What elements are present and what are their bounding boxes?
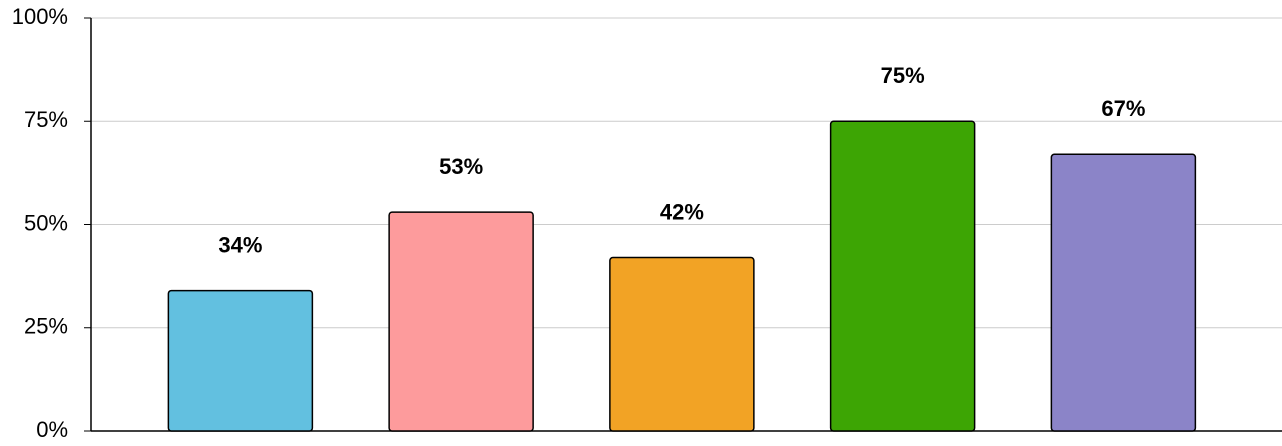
value-label: 53%: [439, 154, 483, 179]
y-tick-label: 0%: [36, 417, 68, 442]
bar: [829, 120, 976, 432]
bar: [1050, 153, 1197, 432]
bar: [609, 256, 755, 432]
value-label: 34%: [218, 232, 262, 257]
value-label: 75%: [881, 63, 925, 88]
bar: [167, 289, 314, 432]
y-tick-label: 25%: [24, 314, 68, 339]
value-label: 42%: [660, 199, 704, 224]
y-tick-label: 50%: [24, 210, 68, 235]
value-label: 67%: [1101, 96, 1145, 121]
y-tick-label: 75%: [24, 107, 68, 132]
y-tick-label: 100%: [12, 4, 68, 29]
bar: [388, 211, 534, 432]
